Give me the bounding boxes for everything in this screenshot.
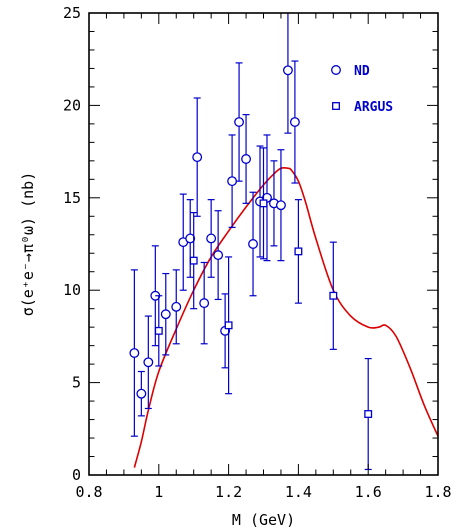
legend-marker-nd (331, 65, 341, 75)
data-point (199, 261, 210, 345)
x-tick-label: 1.2 (215, 483, 242, 501)
data-point (248, 191, 258, 297)
fit-curve (133, 166, 438, 468)
x-axis-title: M (GeV) (232, 511, 295, 529)
x-tick-label: 1.4 (285, 483, 312, 501)
marker-circle (199, 298, 210, 309)
marker-circle (248, 239, 258, 249)
x-tick-label: 1 (154, 483, 163, 501)
data-point (259, 147, 268, 260)
data-point (276, 149, 286, 262)
data-point (189, 211, 198, 310)
marker-square (364, 410, 373, 418)
legend: ND ARGUS (331, 64, 393, 115)
data-point (224, 256, 233, 395)
data-point (289, 60, 300, 184)
data-point (269, 160, 279, 247)
x-tick-label: 1.6 (355, 483, 382, 501)
y-tick-label: 10 (63, 281, 81, 299)
data-point (364, 357, 373, 471)
data-point (206, 199, 217, 278)
data-point (294, 199, 303, 304)
y-tick-label: 20 (63, 96, 81, 114)
marker-circle (234, 117, 245, 127)
legend-marker-argus (332, 102, 340, 110)
marker-circle (171, 301, 182, 312)
x-tick-label: 1.8 (424, 483, 451, 501)
series-layer (129, 13, 373, 471)
marker-circle (241, 154, 252, 164)
marker-circle (136, 388, 147, 399)
marker-circle (227, 176, 238, 187)
x-tick-label: 0.8 (75, 483, 102, 501)
marker-circle (192, 152, 203, 163)
data-point (160, 272, 171, 356)
data-point (154, 295, 163, 367)
y-tick-label: 0 (72, 466, 81, 484)
y-tick-label: 25 (63, 4, 81, 22)
data-point (234, 62, 245, 182)
legend-label-nd: ND (354, 64, 370, 79)
data-point (143, 315, 154, 410)
marker-circle (185, 233, 196, 244)
data-point (241, 114, 252, 204)
series-argus (154, 147, 373, 471)
data-point (227, 134, 238, 228)
data-point (136, 370, 147, 417)
series-nd (129, 13, 300, 437)
data-point (129, 269, 140, 437)
marker-square (154, 326, 163, 335)
legend-label-argus: ARGUS (354, 100, 393, 115)
y-axis-title: σ(e⁺e⁻→π⁰ω) (nb) (19, 172, 37, 317)
marker-square (224, 321, 233, 330)
y-tick-label: 5 (72, 374, 81, 392)
marker-circle (206, 233, 217, 244)
data-point (329, 241, 338, 350)
marker-circle (213, 250, 224, 261)
marker-circle (282, 65, 293, 76)
marker-circle (129, 348, 140, 358)
data-point (282, 13, 293, 134)
marker-square (294, 247, 303, 256)
marker-square (329, 291, 338, 300)
marker-circle (289, 117, 300, 127)
data-point (213, 210, 224, 301)
data-point (178, 193, 189, 291)
marker-square (259, 199, 268, 208)
data-point (192, 97, 203, 217)
marker-square (189, 256, 198, 265)
marker-circle (160, 309, 171, 320)
data-point (171, 269, 182, 345)
marker-circle (276, 200, 286, 211)
fit-layer (133, 166, 438, 468)
marker-circle (143, 357, 154, 368)
tick-layer: 0.8 1 1.2 1.4 1.6 1.8 0 5 10 15 20 25 (63, 4, 452, 501)
y-tick-label: 15 (63, 189, 81, 207)
